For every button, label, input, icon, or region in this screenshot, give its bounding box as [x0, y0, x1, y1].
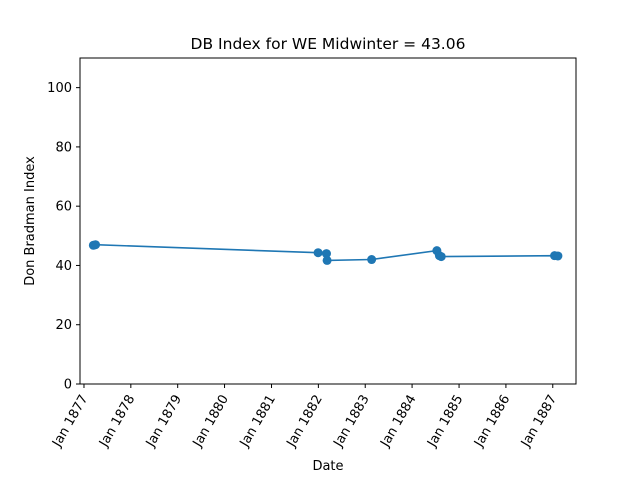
data-point	[313, 248, 323, 258]
series-layer	[88, 240, 563, 265]
y-tick-label: 100	[47, 81, 72, 96]
x-axis-title: Date	[312, 459, 343, 474]
data-point	[321, 249, 331, 259]
data-point	[367, 255, 377, 265]
data-point	[91, 240, 101, 250]
y-axis-ticks: 0 20 40 60 80 100	[47, 81, 80, 393]
y-tick-label: 80	[55, 140, 72, 155]
chart-title: DB Index for WE Midwinter = 43.06	[191, 35, 466, 53]
y-tick-label: 0	[64, 378, 72, 393]
data-point	[553, 251, 563, 261]
y-tick-label: 20	[55, 318, 72, 333]
y-tick-label: 40	[55, 259, 72, 274]
data-point	[322, 255, 332, 265]
y-tick-label: 60	[55, 200, 72, 215]
y-axis-title: Don Bradman Index	[23, 156, 38, 286]
plot-area-frame	[79, 57, 577, 385]
data-point	[436, 252, 446, 262]
